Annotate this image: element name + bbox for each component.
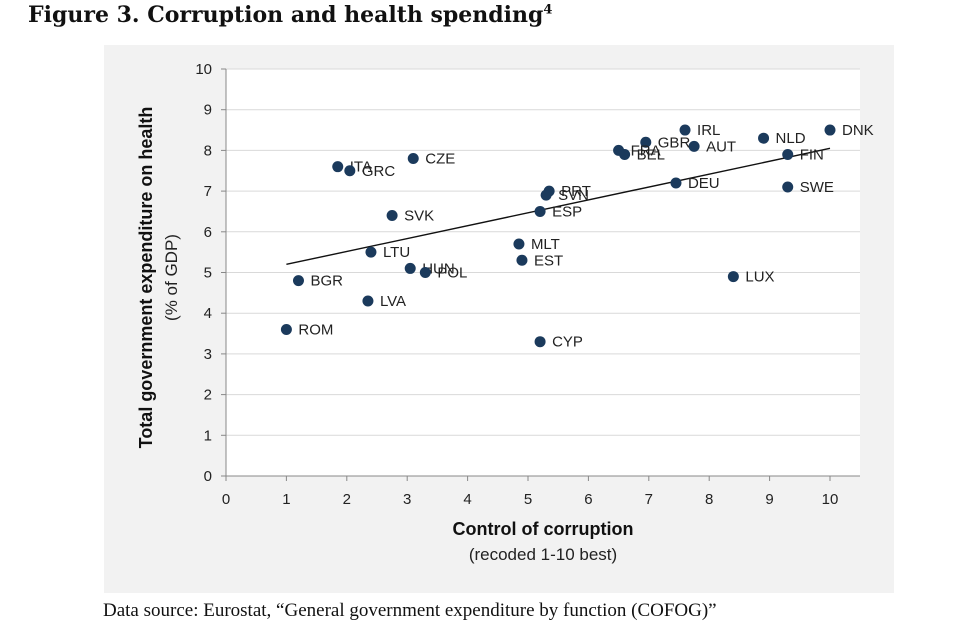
x-tick-label: 1 <box>282 491 290 508</box>
data-point-pol <box>419 267 431 278</box>
data-point-swe <box>782 181 794 193</box>
data-point-svn <box>540 189 552 201</box>
point-label-cze: CZE <box>425 151 455 168</box>
y-tick-label: 0 <box>204 468 212 485</box>
point-label-bel: BEL <box>637 146 665 163</box>
point-label-pol: POL <box>437 265 467 282</box>
data-point-rom <box>280 323 292 335</box>
x-tick-label: 4 <box>463 491 471 508</box>
point-label-fra: FRA <box>631 142 661 159</box>
x-tick-label: 7 <box>645 491 653 508</box>
data-point-svk <box>386 210 398 222</box>
point-label-svk: SVK <box>404 208 434 225</box>
data-point-dnk <box>824 124 836 136</box>
x-tick-label: 2 <box>343 491 351 508</box>
x-axis-subtitle: (recoded 1-10 best) <box>469 545 617 564</box>
y-tick-label: 1 <box>204 427 212 444</box>
data-point-gbr <box>640 136 652 148</box>
point-label-deu: DEU <box>688 175 720 192</box>
point-label-lva: LVA <box>380 293 406 310</box>
point-label-rom: ROM <box>298 321 333 338</box>
point-label-cyp: CYP <box>552 334 583 351</box>
y-tick-label: 2 <box>204 387 212 404</box>
point-label-est: EST <box>534 252 563 269</box>
y-tick-label: 4 <box>204 305 212 322</box>
y-tick-label: 6 <box>204 224 212 241</box>
x-tick-label: 0 <box>222 491 230 508</box>
point-label-gbr: GBR <box>658 134 691 151</box>
data-point-cze <box>407 153 419 165</box>
point-label-nld: NLD <box>776 130 806 147</box>
point-label-ita: ITA <box>350 159 372 176</box>
point-label-mlt: MLT <box>531 236 560 253</box>
y-tick-label: 9 <box>204 102 212 119</box>
data-point-esp <box>534 205 546 217</box>
y-axis-title: Total government expenditure on health <box>136 107 156 449</box>
y-tick-label: 5 <box>204 265 212 282</box>
y-tick-label: 7 <box>204 183 212 200</box>
data-point-ltu <box>365 246 377 258</box>
x-tick-label: 10 <box>822 491 839 508</box>
data-point-deu <box>670 177 682 189</box>
data-point-bgr <box>292 275 304 287</box>
data-point-nld <box>758 132 770 144</box>
x-tick-label: 8 <box>705 491 713 508</box>
x-tick-label: 6 <box>584 491 592 508</box>
data-point-hun <box>404 262 416 274</box>
x-tick-label: 3 <box>403 491 411 508</box>
data-point-bel <box>619 148 631 160</box>
trendline <box>286 147 831 266</box>
x-axis-title: Control of corruption <box>453 519 634 539</box>
data-point-lva <box>362 295 374 307</box>
footnote-mark: 4 <box>543 2 553 18</box>
data-point-aut <box>688 140 700 152</box>
point-label-ltu: LTU <box>383 244 410 261</box>
data-point-fin <box>782 148 794 160</box>
data-point-cyp <box>534 336 546 348</box>
y-tick-label: 8 <box>204 142 212 159</box>
point-label-bgr: BGR <box>310 273 343 290</box>
figure-title: Figure 3. Corruption and health spending… <box>28 2 553 28</box>
x-tick-label: 5 <box>524 491 532 508</box>
data-point-grc <box>344 165 356 177</box>
data-point-lux <box>727 271 739 283</box>
data-point-mlt <box>513 238 525 250</box>
point-label-irl: IRL <box>697 122 720 139</box>
point-label-swe: SWE <box>800 179 834 196</box>
point-label-prt: PRT <box>561 183 591 200</box>
y-tick-label: 3 <box>204 346 212 363</box>
point-label-fin: FIN <box>800 146 824 163</box>
y-tick-label: 10 <box>195 61 212 78</box>
point-label-aut: AUT <box>706 138 736 155</box>
point-label-grc: GRC <box>362 163 396 180</box>
data-source-note: Data source: Eurostat, “General governme… <box>103 600 717 621</box>
point-label-dnk: DNK <box>842 122 874 139</box>
data-point-est <box>516 254 528 266</box>
data-point-ita <box>332 161 344 173</box>
point-label-esp: ESP <box>552 203 582 220</box>
point-label-svn: SVN <box>558 187 589 204</box>
x-tick-label: 9 <box>765 491 773 508</box>
data-point-irl <box>679 124 691 136</box>
y-axis-subtitle: (% of GDP) <box>162 234 181 321</box>
point-label-lux: LUX <box>745 269 774 286</box>
